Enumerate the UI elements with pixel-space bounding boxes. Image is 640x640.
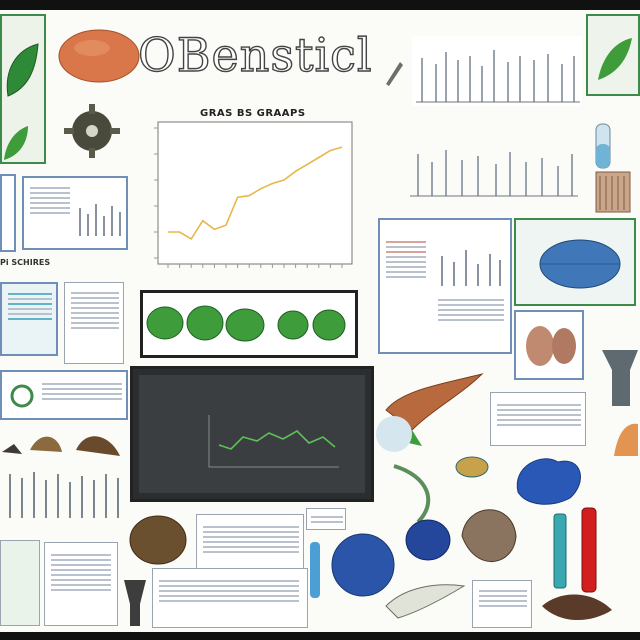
blue-specimen-panel [514, 218, 636, 306]
comb-chart [9, 472, 119, 518]
circle-icon [10, 384, 34, 408]
shell-icon [614, 423, 638, 456]
document-panel [64, 282, 124, 364]
stand-icon [124, 580, 146, 626]
document-panel [306, 508, 346, 530]
section-caption: Pi SCHIRES [0, 258, 51, 267]
pen-icon [553, 507, 597, 593]
monitor-chart-panel [130, 366, 374, 502]
seed-pod-icon [58, 29, 140, 83]
document-panel [472, 580, 532, 628]
document-panel [514, 310, 584, 380]
leaf-icon [598, 38, 632, 80]
document-panel [152, 568, 308, 628]
hairy-seed-icon [129, 515, 187, 565]
gauge-icon [376, 416, 412, 452]
mini-bar-chart [79, 204, 121, 236]
poster-title: OBensticl [137, 27, 373, 82]
arc-icon [393, 464, 431, 524]
document-panel [22, 176, 128, 250]
mini-bar-chart [441, 250, 501, 286]
tube-icon [310, 542, 320, 598]
shell-icon [539, 239, 621, 289]
series-line [168, 146, 343, 240]
monitor-line-chart [139, 375, 365, 493]
blue-blob-icon [405, 519, 451, 561]
hairy-seed-icon [461, 509, 517, 563]
leaf-row [146, 305, 346, 342]
document-panel [490, 392, 586, 446]
seed-icon [64, 104, 120, 158]
wing-icon [385, 584, 466, 619]
leaf-specimen-strip [140, 290, 358, 358]
sea-urchin-icon [331, 533, 395, 597]
bar-chart-thumbnail [412, 36, 582, 106]
bird-icon [542, 594, 612, 621]
main-line-chart [154, 121, 353, 268]
test-tube-icon [595, 123, 631, 213]
document-panel [44, 542, 118, 626]
bar-chart-thumbnail [410, 150, 578, 197]
leaf-icon [6, 43, 39, 97]
bird-icon [2, 436, 120, 456]
pen-icon [386, 62, 403, 86]
document-panel [0, 282, 58, 356]
specimen-photo [526, 326, 576, 366]
leaf-icon [4, 126, 28, 160]
document-panel [0, 540, 40, 626]
plant-stand-icon [602, 350, 638, 406]
plant-thumbnail-panel [586, 14, 640, 96]
bottom-border [0, 632, 640, 640]
document-panel [0, 370, 128, 420]
document-panel [196, 514, 304, 572]
top-border [0, 0, 640, 10]
blue-blob-icon [516, 458, 581, 505]
document-panel [0, 174, 16, 252]
document-panel [378, 218, 512, 354]
leaf-thumbnail-panel [0, 14, 46, 164]
turtle-icon [455, 456, 489, 478]
chart-title: GRAS BS GRAAPS [200, 108, 306, 119]
